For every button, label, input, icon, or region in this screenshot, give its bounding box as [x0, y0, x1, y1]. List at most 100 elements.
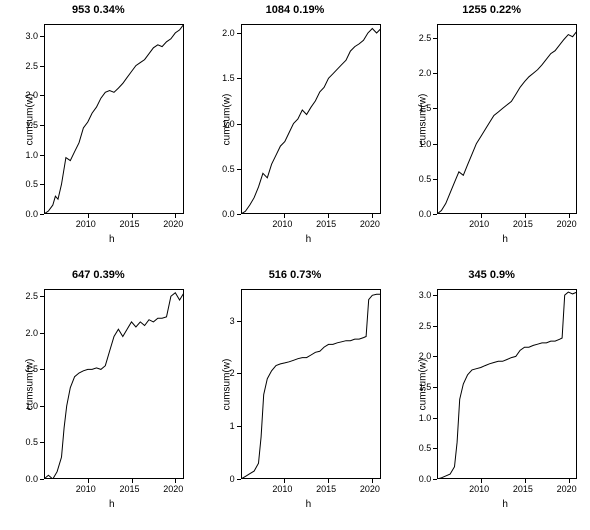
y-tick-label: 2.0	[222, 28, 235, 38]
x-tick-mark	[328, 214, 329, 218]
y-axis-label: cumsum(w)	[221, 94, 232, 146]
y-tick-mark	[40, 406, 44, 407]
x-tick-mark	[372, 214, 373, 218]
x-tick-mark	[328, 479, 329, 483]
panel-title: 516 0.73%	[197, 269, 394, 281]
y-tick-mark	[433, 108, 437, 109]
y-tick-mark	[433, 179, 437, 180]
x-tick-mark	[175, 214, 176, 218]
x-tick-mark	[284, 479, 285, 483]
x-tick-mark	[525, 479, 526, 483]
y-tick-label: 0.5	[419, 443, 432, 453]
chart-panel: 1255 0.22%0.00.51.01.52.02.5201020152020…	[393, 0, 590, 265]
y-tick-mark	[40, 125, 44, 126]
x-tick-mark	[88, 214, 89, 218]
x-axis-label: h	[109, 499, 115, 510]
y-tick-label: 2.5	[419, 33, 432, 43]
x-axis-label: h	[306, 499, 312, 510]
y-tick-mark	[433, 144, 437, 145]
chart-panel: 1084 0.19%0.00.51.01.52.0201020152020cum…	[197, 0, 394, 265]
x-tick-label: 2010	[76, 484, 96, 494]
y-tick-mark	[433, 214, 437, 215]
x-tick-label: 2020	[360, 219, 380, 229]
y-tick-mark	[40, 296, 44, 297]
y-axis-label: cumsum(w)	[24, 94, 35, 146]
y-tick-mark	[237, 78, 241, 79]
series-line	[437, 289, 577, 479]
chart-grid-page: 953 0.34%0.00.51.01.52.02.53.02010201520…	[0, 0, 590, 530]
y-tick-mark	[237, 426, 241, 427]
y-tick-label: 3	[230, 316, 235, 326]
y-tick-mark	[237, 169, 241, 170]
x-tick-label: 2020	[557, 484, 577, 494]
y-axis-label: cumsum(w)	[221, 359, 232, 411]
x-tick-mark	[175, 479, 176, 483]
y-axis-label: cumsum(w)	[418, 94, 429, 146]
x-tick-mark	[132, 214, 133, 218]
panel-title: 647 0.39%	[0, 269, 197, 281]
series-line	[241, 289, 381, 479]
y-tick-label: 0.5	[419, 174, 432, 184]
x-tick-mark	[569, 214, 570, 218]
series-line	[437, 24, 577, 214]
x-tick-label: 2010	[469, 219, 489, 229]
x-tick-label: 2015	[120, 219, 140, 229]
y-tick-mark	[433, 326, 437, 327]
y-tick-mark	[40, 66, 44, 67]
y-tick-label: 3.0	[419, 290, 432, 300]
y-tick-mark	[40, 155, 44, 156]
x-axis-label: h	[502, 234, 508, 245]
panel-grid: 953 0.34%0.00.51.01.52.02.53.02010201520…	[0, 0, 590, 530]
y-tick-label: 2.0	[25, 328, 38, 338]
y-tick-label: 0.0	[25, 474, 38, 484]
y-tick-label: 0.0	[222, 209, 235, 219]
chart-panel: 953 0.34%0.00.51.01.52.02.53.02010201520…	[0, 0, 197, 265]
y-tick-label: 2.5	[25, 61, 38, 71]
y-tick-mark	[433, 295, 437, 296]
panel-title: 1255 0.22%	[393, 4, 590, 16]
y-tick-mark	[433, 418, 437, 419]
x-tick-mark	[525, 214, 526, 218]
x-tick-mark	[569, 479, 570, 483]
x-tick-label: 2015	[513, 219, 533, 229]
y-axis-label: cumsum(w)	[24, 359, 35, 411]
y-tick-mark	[237, 373, 241, 374]
y-tick-mark	[433, 356, 437, 357]
x-tick-label: 2010	[272, 219, 292, 229]
y-tick-mark	[40, 36, 44, 37]
y-tick-label: 3.0	[25, 31, 38, 41]
y-tick-label: 0	[230, 474, 235, 484]
y-tick-mark	[40, 479, 44, 480]
y-tick-mark	[237, 479, 241, 480]
y-tick-mark	[237, 214, 241, 215]
y-tick-label: 1.0	[419, 413, 432, 423]
y-tick-mark	[433, 387, 437, 388]
x-axis-label: h	[109, 234, 115, 245]
y-tick-mark	[40, 214, 44, 215]
y-tick-label: 2.5	[419, 321, 432, 331]
y-tick-mark	[40, 442, 44, 443]
y-tick-mark	[237, 33, 241, 34]
x-tick-mark	[481, 479, 482, 483]
series-line	[44, 24, 184, 214]
y-tick-label: 0.5	[222, 164, 235, 174]
x-axis-label: h	[502, 499, 508, 510]
y-tick-mark	[40, 333, 44, 334]
y-tick-label: 0.5	[25, 179, 38, 189]
y-tick-label: 1.5	[222, 73, 235, 83]
y-tick-mark	[433, 479, 437, 480]
x-tick-label: 2015	[316, 484, 336, 494]
series-line	[44, 289, 184, 479]
y-tick-label: 1	[230, 421, 235, 431]
y-tick-label: 1.0	[25, 150, 38, 160]
x-tick-label: 2020	[163, 484, 183, 494]
y-tick-mark	[237, 124, 241, 125]
y-tick-mark	[433, 73, 437, 74]
y-tick-mark	[40, 184, 44, 185]
chart-panel: 647 0.39%0.00.51.01.52.02.5201020152020c…	[0, 265, 197, 530]
y-tick-mark	[40, 369, 44, 370]
y-tick-mark	[433, 38, 437, 39]
series-line	[241, 24, 381, 214]
x-tick-label: 2010	[76, 219, 96, 229]
y-tick-label: 2.5	[25, 291, 38, 301]
